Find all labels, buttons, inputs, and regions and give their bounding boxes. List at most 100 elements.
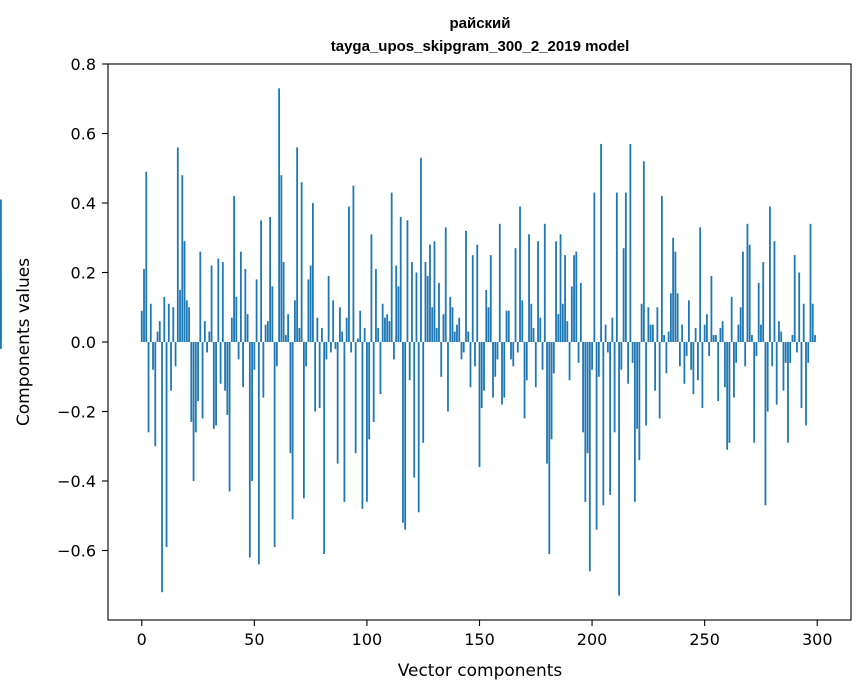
bar-53 — [260, 220, 262, 342]
y-tick-label: 0.2 — [71, 264, 96, 283]
bar-208 — [609, 342, 611, 495]
bar-187 — [561, 303, 564, 342]
bar-59 — [273, 342, 276, 548]
bar-273 — [755, 342, 758, 356]
bar-162 — [505, 310, 508, 342]
bar-123 — [417, 342, 420, 513]
bar-79 — [318, 342, 321, 409]
bar-240 — [681, 324, 684, 343]
bar-252 — [708, 342, 711, 356]
bar-71 — [300, 182, 303, 342]
bar-80 — [320, 328, 323, 342]
bar-93 — [350, 342, 353, 353]
bar-undefined — [0, 279, 2, 342]
bar-257 — [719, 328, 722, 342]
bar-212 — [618, 342, 620, 596]
bar-124 — [420, 157, 422, 342]
bar-118 — [406, 220, 409, 342]
bar-19 — [183, 241, 186, 342]
bar-203 — [597, 342, 600, 377]
bar-211 — [615, 192, 618, 342]
bar-133 — [440, 342, 443, 377]
y-tick-label: −0.4 — [57, 472, 96, 491]
x-tick-label: 200 — [577, 630, 608, 649]
bar-52 — [257, 342, 260, 565]
bar-278 — [766, 342, 769, 412]
bar-150 — [478, 342, 481, 468]
bar-89 — [341, 331, 344, 342]
bar-295 — [805, 342, 807, 426]
bar-249 — [701, 342, 704, 409]
bar-145 — [467, 331, 470, 342]
bar-297 — [809, 223, 812, 342]
bar-255 — [715, 335, 717, 342]
bar-294 — [802, 303, 805, 342]
bar-154 — [487, 307, 490, 342]
bar-61 — [278, 88, 281, 342]
bar-130 — [433, 241, 436, 342]
bar-222 — [640, 303, 643, 342]
bar-218 — [631, 342, 634, 363]
bar-16 — [176, 147, 179, 342]
bar-168 — [519, 206, 521, 342]
bar-13 — [170, 342, 172, 391]
bar-268 — [744, 342, 747, 367]
bar-201 — [593, 192, 596, 342]
bar-186 — [559, 234, 562, 342]
bar-253 — [710, 275, 713, 342]
bar-49 — [251, 342, 253, 481]
y-tick-label: 0.0 — [71, 333, 96, 352]
x-axis-label: Vector components — [398, 661, 563, 681]
bar-243 — [687, 300, 690, 342]
bar-226 — [649, 324, 652, 343]
bar-95 — [354, 342, 357, 454]
bar-120 — [411, 262, 413, 342]
bar-6 — [154, 342, 157, 447]
bar-270 — [748, 244, 751, 342]
bar-34 — [217, 258, 220, 342]
bar-74 — [307, 279, 310, 342]
bar-290 — [793, 255, 796, 343]
bar-220 — [636, 342, 639, 429]
bar-221 — [638, 342, 641, 461]
y-tick-label: −0.2 — [57, 403, 96, 422]
bar-183 — [552, 342, 555, 374]
bar-97 — [359, 310, 362, 342]
bar-248 — [699, 227, 702, 342]
bar-174 — [532, 328, 535, 342]
bar-57 — [269, 216, 272, 342]
bar-44 — [239, 251, 242, 342]
bar-161 — [503, 342, 506, 398]
bar-193 — [575, 251, 578, 342]
bar-233 — [665, 342, 668, 374]
bar-125 — [422, 342, 425, 443]
bar-259 — [724, 342, 726, 388]
bar-69 — [296, 147, 299, 342]
bar-191 — [570, 286, 573, 342]
bar-132 — [438, 282, 440, 342]
bar-239 — [678, 342, 681, 367]
bar-104 — [375, 269, 377, 342]
bar-234 — [667, 331, 670, 342]
bar-159 — [498, 223, 501, 342]
bar-40 — [230, 317, 233, 342]
bar-102 — [370, 234, 373, 342]
bar-299 — [814, 335, 816, 342]
bar-135 — [444, 227, 447, 342]
bar-185 — [557, 314, 560, 342]
bar-146 — [469, 342, 472, 388]
x-tick-label: 100 — [352, 630, 383, 649]
chart-title-line-2: tayga_upos_skipgram_300_2_2019 model — [331, 38, 630, 55]
bar-67 — [291, 342, 294, 520]
bar-36 — [221, 262, 224, 342]
bar-153 — [485, 289, 488, 343]
bar-292 — [798, 272, 801, 342]
bar-88 — [339, 307, 341, 342]
y-axis-ticks: −0.6 −0.4 −0.2 0.0 0.2 0.4 0.6 0.8 — [57, 55, 108, 561]
bar-83 — [327, 275, 330, 342]
bar-96 — [357, 338, 359, 342]
x-tick-label: 50 — [244, 630, 264, 649]
bar-275 — [760, 324, 762, 343]
bar-217 — [629, 143, 632, 342]
bar-38 — [226, 342, 229, 415]
